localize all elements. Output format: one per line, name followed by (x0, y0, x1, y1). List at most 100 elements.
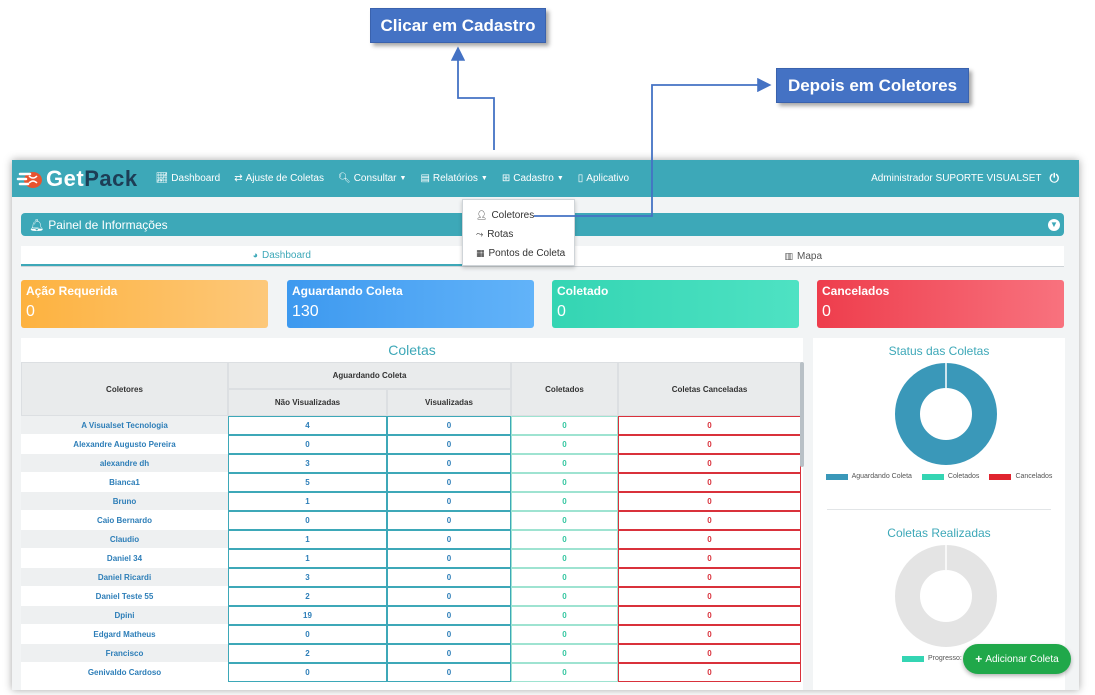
collector-name[interactable]: Bianca1 (21, 473, 228, 492)
realizadas-chart-title: Coletas Realizadas (887, 526, 991, 540)
cell-canceladas: 0 (618, 549, 801, 568)
caret-down-icon: ▼ (556, 175, 564, 182)
nav-consultar-label: Consultar (353, 173, 397, 184)
callout-depois-coletores: Depois em Coletores (776, 68, 969, 103)
cell-nao-visualizadas: 0 (228, 511, 387, 530)
table-row[interactable]: A Visualset Tecnologia 4 0 0 0 (21, 416, 801, 435)
legend-swatch (902, 655, 924, 662)
collector-name[interactable]: A Visualset Tecnologia (21, 416, 228, 435)
collector-name[interactable]: Alexandre Augusto Pereira (21, 435, 228, 454)
cell-visualizadas: 0 (387, 606, 511, 625)
collector-name[interactable]: Daniel Teste 55 (21, 587, 228, 606)
pie-chart-icon: ◕ (252, 250, 258, 260)
collector-name[interactable]: Bruno (21, 492, 228, 511)
dropdown-item-pontos-coleta[interactable]: ▦ Pontos de Coleta (463, 244, 574, 263)
table-row[interactable]: Daniel Ricardi 3 0 0 0 (21, 568, 801, 587)
table-row[interactable]: Francisco 2 0 0 0 (21, 644, 801, 663)
legend-swatch (989, 473, 1012, 480)
nav-relatorios[interactable]: ▤ Relatórios ▼ (420, 173, 487, 184)
collector-name[interactable]: Claudio (21, 530, 228, 549)
coletas-section: Coletas Coletores Aguardando Coleta Cole… (21, 338, 803, 690)
nav-ajuste-coletas[interactable]: ⇄ Ajuste de Coletas (234, 173, 324, 184)
header-coletados[interactable]: Coletados (511, 362, 618, 416)
cell-visualizadas: 0 (387, 530, 511, 549)
cell-canceladas: 0 (618, 625, 801, 644)
legend-swatch (825, 473, 848, 480)
collector-name[interactable]: alexandre dh (21, 454, 228, 473)
table-icon: ⊞ (501, 173, 511, 184)
header-nao-visualizadas[interactable]: Não Visualizadas (228, 389, 387, 416)
collector-name[interactable]: Genivaldo Cardoso (21, 663, 228, 682)
cell-coletados: 0 (511, 454, 618, 473)
table-scrollbar[interactable] (800, 362, 804, 467)
cell-visualizadas: 0 (387, 435, 511, 454)
cell-canceladas: 0 (618, 663, 801, 682)
cell-canceladas: 0 (618, 473, 801, 492)
table-row[interactable]: Claudio 1 0 0 0 (21, 530, 801, 549)
header-coletores[interactable]: Coletores (21, 362, 228, 416)
cell-visualizadas: 0 (387, 416, 511, 435)
building-icon: ▦ (476, 248, 485, 258)
table-row[interactable]: Alexandre Augusto Pereira 0 0 0 0 (21, 435, 801, 454)
table-row[interactable]: Bianca1 5 0 0 0 (21, 473, 801, 492)
realizadas-legend: Progresso: 0 (813, 655, 1065, 662)
table-row[interactable]: Caio Bernardo 0 0 0 0 (21, 511, 801, 530)
header-aguardando: Aguardando Coleta (228, 362, 511, 389)
nav-cadastro[interactable]: ⊞ Cadastro ▼ (502, 173, 564, 184)
nav-dashboard[interactable]: 📈︎ Dashboard (156, 173, 221, 184)
brand-name: GetPack (46, 165, 138, 191)
cell-nao-visualizadas: 2 (228, 587, 387, 606)
caret-down-icon: ▼ (480, 175, 488, 182)
legend-label: Progresso: 0 (928, 655, 968, 662)
collector-name[interactable]: Daniel 34 (21, 549, 228, 568)
collector-name[interactable]: Dpini (21, 606, 228, 625)
cell-canceladas: 0 (618, 606, 801, 625)
dropdown-item-rotas[interactable]: ⤳ Rotas (463, 225, 574, 244)
tab-mapa[interactable]: ▥ Mapa (543, 246, 1065, 266)
tab-dashboard[interactable]: ◕ Dashboard (21, 246, 543, 266)
card-aguardando-coleta[interactable]: Aguardando Coleta 130 (287, 280, 534, 328)
power-icon[interactable]: ⏻ (1049, 171, 1060, 185)
header-visualizadas[interactable]: Visualizadas (387, 389, 511, 416)
card-value: 0 (557, 303, 566, 320)
nav-aplicativo[interactable]: ▯ Aplicativo (578, 173, 629, 184)
collapse-toggle-icon[interactable]: ▼ (1048, 218, 1060, 231)
table-row[interactable]: Daniel 34 1 0 0 0 (21, 549, 801, 568)
navbar: GetPack 📈︎ Dashboard ⇄ Ajuste de Coletas… (12, 160, 1079, 197)
collector-name[interactable]: Francisco (21, 644, 228, 663)
cell-coletados: 0 (511, 416, 618, 435)
cell-visualizadas: 0 (387, 492, 511, 511)
nav-consultar[interactable]: 🔍︎ Consultar ▼ (338, 173, 406, 184)
cell-coletados: 0 (511, 492, 618, 511)
legend-label: Coletados (947, 473, 980, 480)
card-cancelados[interactable]: Cancelados 0 (817, 280, 1064, 328)
chart-line-icon: 📈︎ (155, 173, 169, 184)
user-menu[interactable]: Administrador SUPORTE VISUALSET ⏻ (871, 171, 1059, 186)
cell-coletados: 0 (511, 473, 618, 492)
dropdown-item-label: Pontos de Coleta (488, 248, 566, 259)
coletas-tbody: A Visualset Tecnologia 4 0 0 0 Alexandre Augu… (21, 416, 801, 682)
table-row[interactable]: alexandre dh 3 0 0 0 (21, 454, 801, 473)
nav-cadastro-label: Cadastro (513, 173, 554, 184)
table-row[interactable]: Genivaldo Cardoso 0 0 0 0 (21, 663, 801, 682)
dropdown-item-coletores[interactable]: 👤︎ Coletores (463, 206, 574, 225)
legend-swatch (921, 473, 944, 480)
table-row[interactable]: Edgard Matheus 0 0 0 0 (21, 625, 801, 644)
card-acao-requerida[interactable]: Ação Requerida 0 (21, 280, 268, 328)
collector-name[interactable]: Daniel Ricardi (21, 568, 228, 587)
adicionar-coleta-button[interactable]: + Adicionar Coleta (963, 644, 1071, 674)
table-row[interactable]: Daniel Teste 55 2 0 0 0 (21, 587, 801, 606)
collector-name[interactable]: Caio Bernardo (21, 511, 228, 530)
brand-logo[interactable]: GetPack (16, 166, 138, 192)
collector-name[interactable]: Edgard Matheus (21, 625, 228, 644)
tab-mapa-label: Mapa (797, 250, 823, 262)
table-row[interactable]: Bruno 1 0 0 0 (21, 492, 801, 511)
route-icon: ⤳ (476, 229, 484, 239)
charts-panel: Status das Coletas Aguardando Coleta Cole… (813, 338, 1065, 690)
cell-coletados: 0 (511, 568, 618, 587)
card-coletado[interactable]: Coletado 0 (552, 280, 799, 328)
cell-coletados: 0 (511, 530, 618, 549)
header-canceladas[interactable]: Coletas Canceladas (618, 362, 801, 416)
table-row[interactable]: Dpini 19 0 0 0 (21, 606, 801, 625)
